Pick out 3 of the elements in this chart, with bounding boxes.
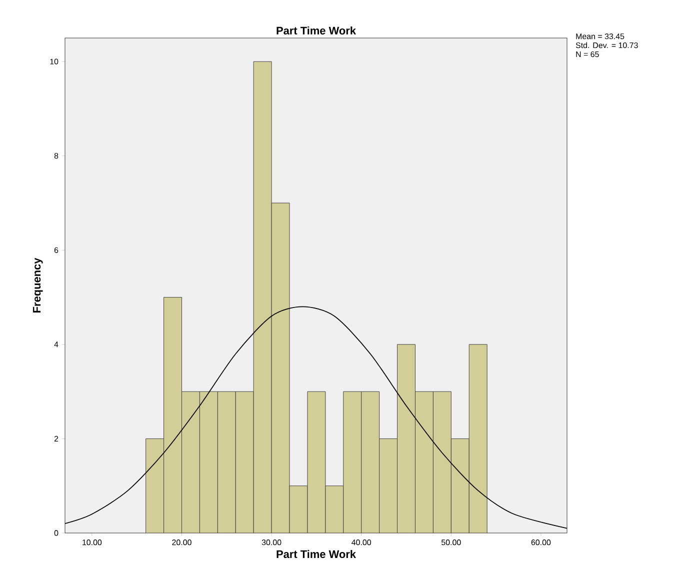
y-axis-title: Frequency — [32, 258, 43, 312]
chart-title: Part Time Work — [276, 26, 356, 34]
x-axis-title: Part Time Work — [276, 550, 356, 558]
